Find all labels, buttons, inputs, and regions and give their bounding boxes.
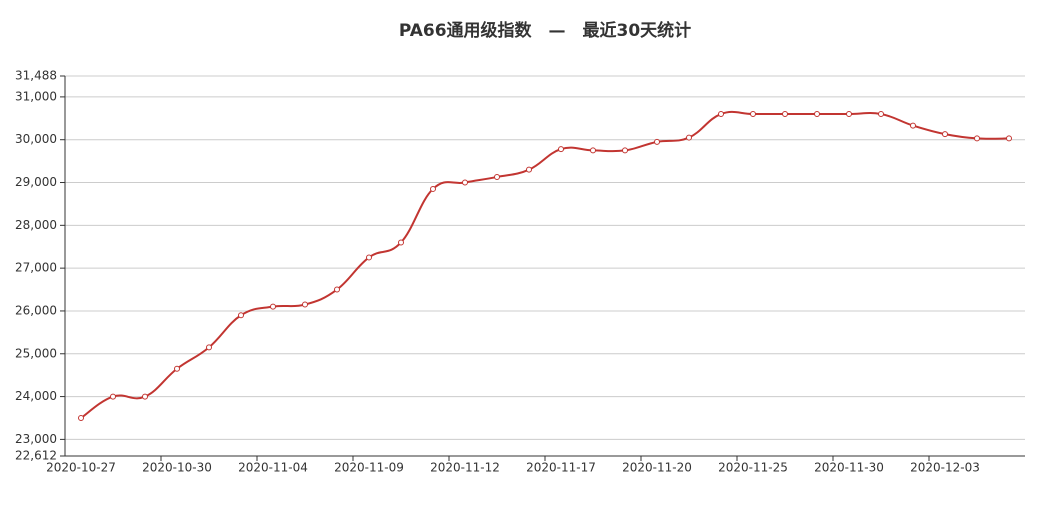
y-tick-label: 31,000: [15, 89, 57, 103]
point: [462, 179, 468, 186]
x-tick-label: 2020-11-17: [526, 461, 596, 475]
y-tick-label: 28,000: [15, 218, 57, 232]
point: [430, 185, 436, 192]
x-tick-label: 2020-11-09: [334, 461, 404, 475]
point: [494, 173, 500, 180]
x-tick-label: 2020-10-27: [46, 461, 116, 475]
point: [526, 166, 532, 173]
point: [142, 393, 148, 400]
x-tick-label: 2020-11-20: [622, 461, 692, 475]
point: [942, 131, 948, 138]
line: [80, 110, 1010, 419]
point: [398, 239, 404, 246]
y-tick-label: 26,000: [15, 303, 57, 317]
point: [366, 254, 372, 261]
point: [750, 111, 756, 118]
point: [206, 344, 212, 351]
point: [174, 365, 180, 372]
y-tick-label: 31,488: [15, 69, 57, 83]
x-tick-label: 2020-10-30: [142, 461, 212, 475]
point: [910, 122, 916, 129]
point: [622, 147, 628, 154]
point: [1006, 135, 1012, 142]
y-tick-label: 30,000: [15, 132, 57, 146]
x-tick-label: 2020-12-03: [910, 461, 980, 475]
point: [78, 414, 84, 421]
y-tick-label: 24,000: [15, 389, 57, 403]
y-tick-label: 22,612: [15, 449, 57, 463]
point: [110, 393, 116, 400]
point: [270, 303, 276, 310]
point: [558, 146, 564, 153]
point: [590, 147, 596, 154]
y-tick-label: 27,000: [15, 261, 57, 275]
chart-title: PA66通用级指数 — 最近30天统计: [399, 20, 691, 41]
point: [334, 286, 340, 293]
point: [686, 134, 692, 141]
x-tick-label: 2020-11-30: [814, 461, 884, 475]
x-tick-label: 2020-11-04: [238, 461, 308, 475]
point: [654, 138, 660, 145]
point: [302, 301, 308, 308]
point: [238, 312, 244, 319]
point: [718, 111, 724, 118]
point: [974, 135, 980, 142]
point: [782, 111, 788, 118]
y-tick-label: 25,000: [15, 346, 57, 360]
point: [878, 111, 884, 118]
point: [814, 111, 820, 118]
point: [846, 111, 852, 118]
x-tick-label: 2020-11-12: [430, 461, 500, 475]
y-tick-label: 29,000: [15, 175, 57, 189]
x-tick-label: 2020-11-25: [718, 461, 788, 475]
y-tick-label: 23,000: [15, 432, 57, 446]
